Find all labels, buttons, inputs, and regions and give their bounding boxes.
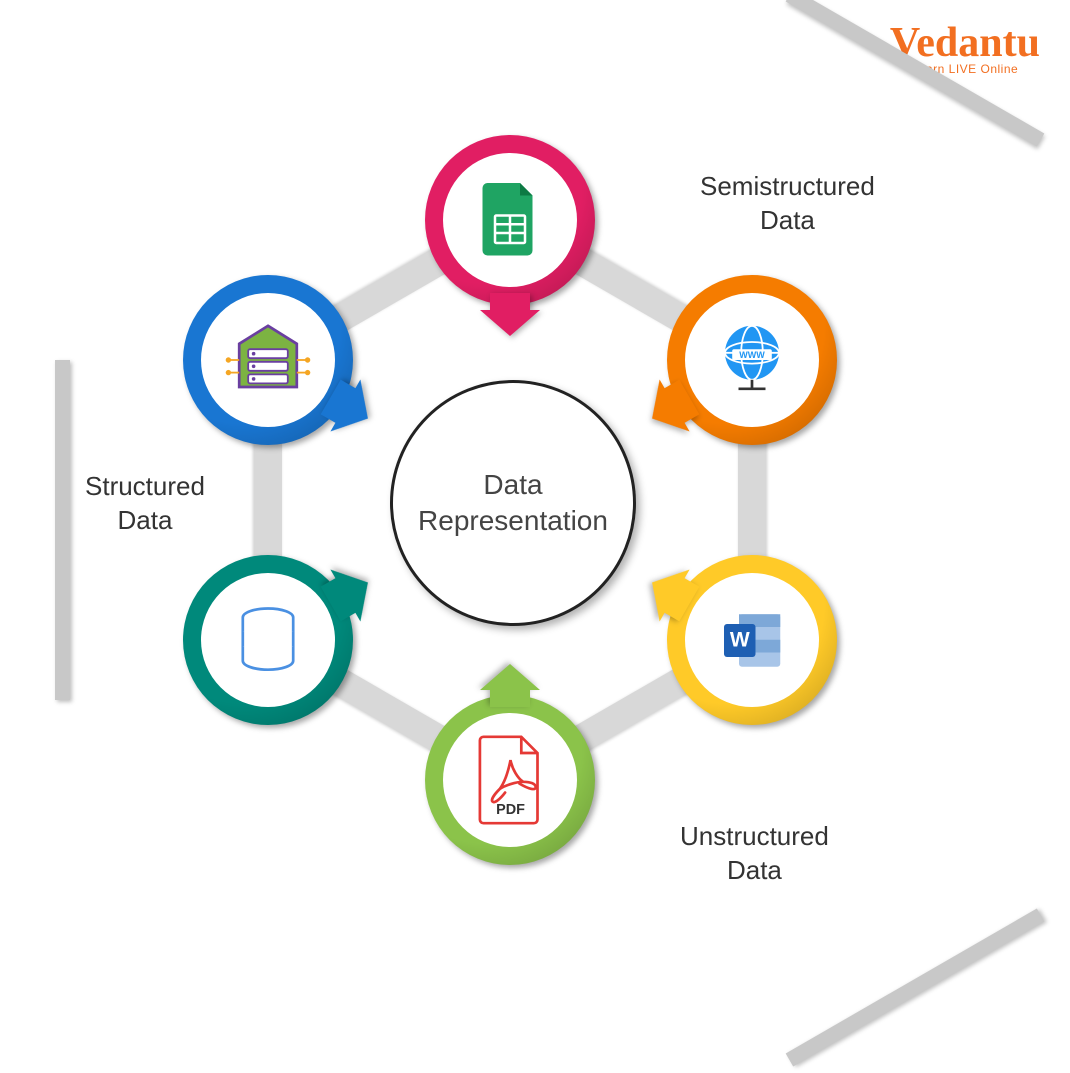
- center-label: Data Representation: [418, 467, 608, 540]
- center-circle: Data Representation: [390, 380, 636, 626]
- node-arrow-word: [642, 569, 702, 619]
- node-word: W: [667, 555, 837, 725]
- node-warehouse: [183, 275, 353, 445]
- pdf-icon: PDF: [443, 713, 577, 847]
- svg-text:WWW: WWW: [740, 350, 766, 360]
- node-sheets: [425, 135, 595, 305]
- svg-text:PDF: PDF: [496, 802, 525, 818]
- gray-bar-2: [786, 909, 1045, 1067]
- node-database: [183, 555, 353, 725]
- node-pdf: PDF: [425, 695, 595, 865]
- label-unstructured: Unstructured Data: [680, 820, 829, 888]
- gray-bar-0: [55, 360, 70, 700]
- node-arrow-database: [318, 569, 378, 619]
- sheets-icon: [443, 153, 577, 287]
- word-icon: W: [685, 573, 819, 707]
- diagram-stage: Vedantu Learn LIVE Online Data Represent…: [0, 0, 1070, 1073]
- label-structured: Structured Data: [85, 470, 205, 538]
- node-arrow-www: [642, 382, 702, 432]
- center-line1: Data: [483, 469, 542, 500]
- node-arrow-sheets: [480, 288, 540, 338]
- node-www: WWW: [667, 275, 837, 445]
- node-arrow-warehouse: [318, 382, 378, 432]
- center-line2: Representation: [418, 505, 608, 536]
- node-arrow-pdf: [480, 662, 540, 712]
- label-semistructured: Semistructured Data: [700, 170, 875, 238]
- www-icon: WWW: [685, 293, 819, 427]
- database-icon: [201, 573, 335, 707]
- svg-text:W: W: [730, 628, 750, 651]
- warehouse-icon: [201, 293, 335, 427]
